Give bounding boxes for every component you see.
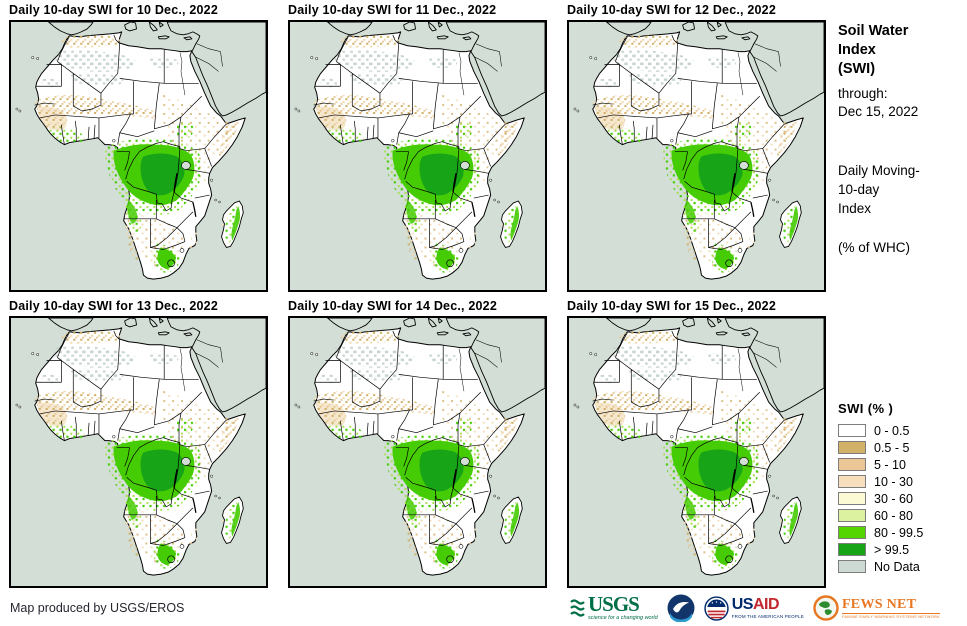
legend-row: 0.5 - 5	[838, 439, 966, 456]
africa-map	[9, 316, 268, 588]
units-label: (% of WHC)	[838, 240, 910, 255]
legend-label: 30 - 60	[874, 491, 913, 506]
legend-label: 0 - 0.5	[874, 423, 910, 438]
legend-row: 0 - 0.5	[838, 422, 966, 439]
map-panel: Daily 10-day SWI for 15 Dec., 2022	[567, 299, 826, 588]
fewsnet-wordmark: FEWS NET	[841, 597, 940, 614]
heading-line: Index	[838, 42, 876, 58]
africa-map	[567, 316, 826, 588]
map-panel: Daily 10-day SWI for 12 Dec., 2022	[567, 3, 826, 292]
map-panel: Daily 10-day SWI for 14 Dec., 2022	[288, 299, 547, 588]
usgs-waves-icon	[570, 599, 585, 617]
legend-label: 0.5 - 5	[874, 440, 910, 455]
africa-map	[567, 20, 826, 292]
map-panel: Daily 10-day SWI for 11 Dec., 2022	[288, 3, 547, 292]
africa-map	[288, 20, 547, 292]
panel-title: Daily 10-day SWI for 14 Dec., 2022	[288, 299, 497, 313]
legend-swatch	[838, 441, 866, 454]
legend-title: SWI (% )	[838, 401, 894, 416]
legend-label: > 99.5	[874, 542, 910, 557]
legend-row: 80 - 99.5	[838, 524, 966, 541]
legend-label: No Data	[874, 559, 920, 574]
fewsnet-logo: FEWS NET FAMINE EARLY WARNING SYSTEMS NE…	[813, 595, 940, 621]
legend-row: 10 - 30	[838, 473, 966, 490]
panel-title: Daily 10-day SWI for 13 Dec., 2022	[9, 299, 218, 313]
panel-title: Daily 10-day SWI for 10 Dec., 2022	[9, 3, 218, 17]
legend-label: 5 - 10	[874, 457, 906, 472]
legend-swatch	[838, 424, 866, 437]
legend-label: 80 - 99.5	[874, 525, 924, 540]
sidebar-heading: Soil Water Index (SWI)	[838, 22, 908, 79]
africa-map	[288, 316, 547, 588]
legend-label: 10 - 30	[874, 474, 913, 489]
heading-line: Soil Water	[838, 23, 909, 39]
through-label: through:	[838, 86, 888, 101]
usaid-tagline: FROM THE AMERICAN PEOPLE	[731, 613, 804, 619]
legend-row: > 99.5	[838, 541, 966, 558]
legend-swatch	[838, 509, 866, 522]
legend-row: 30 - 60	[838, 490, 966, 507]
through-block: through: Dec 15, 2022	[838, 85, 918, 121]
panel-title: Daily 10-day SWI for 15 Dec., 2022	[567, 299, 776, 313]
usaid-emblem-icon	[704, 595, 729, 621]
legend-swatch	[838, 560, 866, 573]
through-date: Dec 15, 2022	[838, 104, 919, 119]
legend-swatch	[838, 526, 866, 539]
legend-swatch	[838, 458, 866, 471]
legend-row: No Data	[838, 558, 966, 575]
map-panel: Daily 10-day SWI for 10 Dec., 2022	[9, 3, 268, 292]
usaid-logo: USAID FROM THE AMERICAN PEOPLE	[704, 595, 804, 621]
heading-line: (SWI)	[838, 61, 876, 77]
legend: SWI (% ) 0 - 0.5 0.5 - 5 5 - 10 10 - 30 …	[838, 401, 966, 575]
logo-strip: USGS science for a changing world USA	[570, 592, 940, 624]
legend-label: 60 - 80	[874, 508, 913, 523]
noaa-logo-icon	[667, 594, 695, 622]
usgs-logo: USGS science for a changing world	[570, 594, 658, 622]
usgs-wordmark: USGS	[588, 592, 640, 617]
legend-swatch	[838, 492, 866, 505]
subtitle-line: Daily Moving-	[838, 163, 920, 178]
usaid-wordmark: USAID	[731, 596, 780, 613]
legend-swatch	[838, 475, 866, 488]
panel-title: Daily 10-day SWI for 11 Dec., 2022	[288, 3, 497, 17]
usgs-tagline: science for a changing world	[588, 615, 658, 622]
legend-row: 5 - 10	[838, 456, 966, 473]
fewsnet-globe-icon	[813, 595, 839, 621]
panel-title: Daily 10-day SWI for 12 Dec., 2022	[567, 3, 776, 17]
subtitle-block: Daily Moving- 10-day Index	[838, 161, 920, 218]
africa-map	[9, 20, 268, 292]
subtitle-line: Index	[838, 201, 872, 216]
fewsnet-tagline: FAMINE EARLY WARNING SYSTEMS NETWORK	[841, 613, 940, 619]
legend-row: 60 - 80	[838, 507, 966, 524]
legend-swatch	[838, 543, 866, 556]
credit-text: Map produced by USGS/EROS	[10, 601, 185, 615]
map-panel: Daily 10-day SWI for 13 Dec., 2022	[9, 299, 268, 588]
subtitle-line: 10-day	[838, 182, 880, 197]
